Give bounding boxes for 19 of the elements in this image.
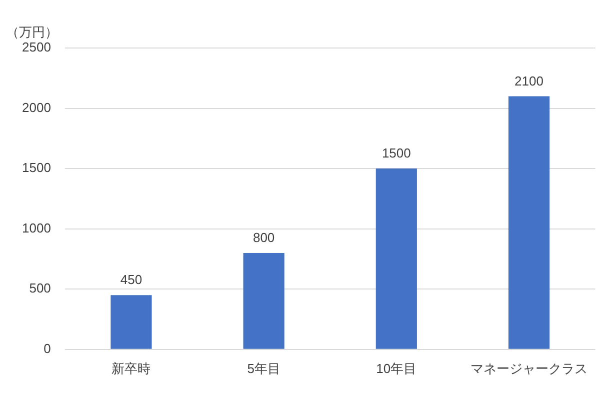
x-tick-label: 5年目 xyxy=(247,360,280,376)
y-tick-label: 2500 xyxy=(22,40,51,55)
y-tick-label: 0 xyxy=(44,340,51,356)
y-axis-title: （万円） xyxy=(6,24,58,40)
bar xyxy=(508,96,550,349)
y-tick-label: 500 xyxy=(29,280,51,296)
x-tick-label: マネージャークラス xyxy=(470,360,588,376)
bar xyxy=(110,295,152,349)
x-tick-label: 新卒時 xyxy=(112,360,151,376)
y-tick-label: 1500 xyxy=(22,160,51,176)
data-label: 800 xyxy=(252,230,275,246)
data-label: 1500 xyxy=(382,146,411,161)
data-label: 450 xyxy=(120,272,142,288)
bar xyxy=(243,252,284,349)
bar xyxy=(376,168,417,349)
data-label: 2100 xyxy=(514,73,544,88)
y-tick-label: 2000 xyxy=(22,100,51,115)
y-tick-label: 1000 xyxy=(22,220,51,236)
x-tick-label: 10年目 xyxy=(376,360,417,376)
